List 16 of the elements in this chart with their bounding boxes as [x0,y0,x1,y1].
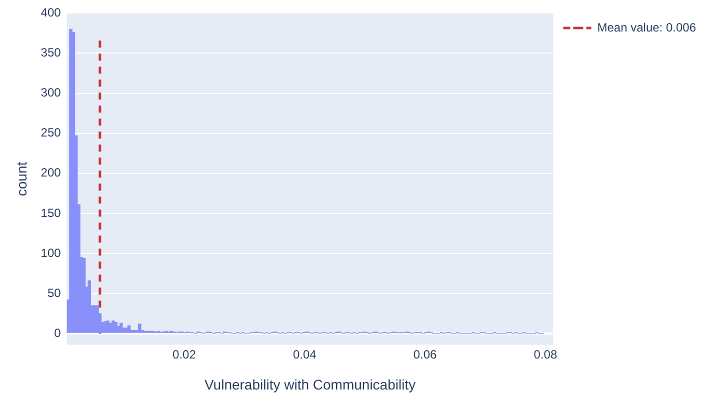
legend-label: Mean value: 0.006 [597,20,696,34]
y-tick-label: 250 [40,126,62,140]
y-tick-label: 150 [40,206,62,220]
y-tick-label: 200 [40,166,62,180]
x-tick-label: 0.02 [172,347,196,362]
x-tick-label: 0.06 [413,347,438,362]
x-axis-title: Vulnerability with Communicability [204,376,416,392]
x-tick-label: 0.08 [534,347,558,362]
y-tick-label: 350 [40,46,62,60]
y-tick-label: 0 [54,326,62,340]
y-tick-label: 300 [40,86,62,100]
y-axis-title: count [13,162,30,196]
y-tick-label: 400 [40,6,62,20]
y-tick-label: 100 [40,246,62,260]
y-tick-label: 50 [47,286,62,300]
x-tick-label: 0.04 [292,347,317,362]
